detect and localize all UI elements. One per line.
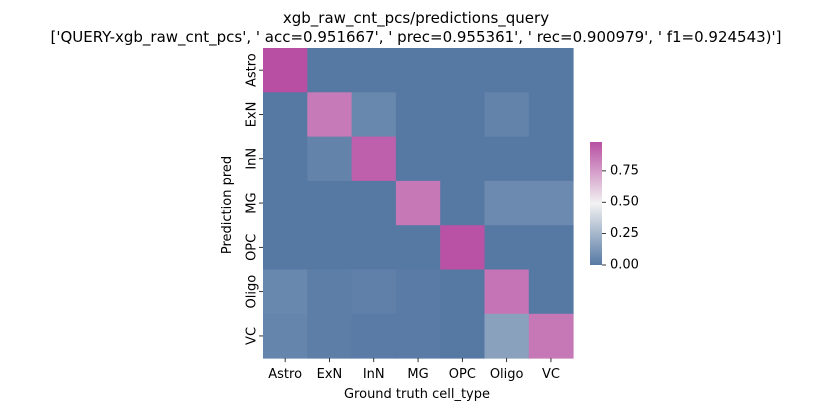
heatmap-cell [528,313,574,359]
heatmap-cell [484,225,530,270]
x-tick-label: MG [407,367,428,382]
heatmap-cell [440,92,485,138]
chart-title: xgb_raw_cnt_pcs/predictions_query [283,9,549,28]
y-tick-label: InN [245,148,260,170]
heatmap-cell [307,136,353,182]
y-tick-label: Oligo [245,275,260,309]
colorbar-tick-label: 0.50 [610,195,639,210]
heatmap-cell [395,269,441,315]
heatmap-cell [307,48,353,93]
heatmap-cell [528,48,574,93]
heatmap-cell [528,269,574,315]
heatmap-cell [395,225,441,270]
heatmap-cell [484,48,530,93]
heatmap-cell [440,136,485,182]
heatmap-cell [307,269,353,315]
heatmap-cell [440,48,485,93]
heatmap-cell [263,136,308,182]
heatmap-cell [440,180,485,226]
heatmap-cell [351,269,397,315]
heatmap-cell [263,313,308,359]
heatmap-cell [528,225,574,270]
heatmap-cell [484,136,530,182]
y-tick-label: Astro [245,53,260,87]
heatmap-cell [307,92,353,138]
heatmap-cell [484,313,530,359]
colorbar-tick-label: 0.75 [610,163,639,178]
x-tick-label: Astro [268,367,302,382]
heatmap-cell [263,269,308,315]
heatmap-cell [440,313,485,359]
heatmap-cell [484,269,530,315]
x-tick-label: Oligo [490,367,524,382]
heatmap-cell [307,180,353,226]
heatmap-cell [395,180,441,226]
colorbar-ticks: 0.00 0.25 0.50 0.75 [602,163,639,273]
heatmap-cell [528,136,574,182]
heatmap-cell [395,313,441,359]
heatmap-cell [263,180,308,226]
heatmap-cell [351,313,397,359]
heatmap-cell [351,48,397,93]
heatmap-cell [528,180,574,226]
heatmap-cell [395,136,441,182]
heatmap-cell [263,225,308,270]
colorbar-tick-label: 0.00 [610,258,639,273]
heatmap-cell [484,92,530,138]
heatmap-cell [395,48,441,93]
y-tick-label: OPC [245,234,260,261]
y-tick-label: ExN [245,102,260,128]
colorbar [590,142,602,265]
heatmap-cell [263,48,308,93]
heatmap-cell [351,92,397,138]
heatmap-cell [351,136,397,182]
heatmap-cell [528,92,574,138]
heatmap-cell [395,92,441,138]
y-axis-label: Prediction pred [220,156,235,254]
colorbar-tick-label: 0.25 [610,226,639,241]
y-axis-ticks: Astro ExN InN MG OPC Oligo VC [245,53,263,345]
y-tick-label: VC [245,327,260,345]
x-tick-label: ExN [317,367,343,382]
x-tick-label: OPC [449,367,476,382]
y-tick-label: MG [245,192,260,213]
x-tick-label: VC [542,367,560,382]
x-tick-label: InN [363,367,385,382]
heatmap-cell [484,180,530,226]
heatmap-cells [263,48,574,359]
heatmap-cell [263,92,308,138]
heatmap-cell [307,313,353,359]
x-axis-ticks: Astro ExN InN MG OPC Oligo VC [268,358,560,382]
heatmap-cell [440,269,485,315]
heatmap-cell [440,225,485,270]
x-axis-label: Ground truth cell_type [344,387,490,402]
heatmap-cell [307,225,353,270]
chart-subtitle: ['QUERY-xgb_raw_cnt_pcs', ' acc=0.951667… [50,28,781,47]
heatmap-cell [351,225,397,270]
heatmap-cell [351,180,397,226]
